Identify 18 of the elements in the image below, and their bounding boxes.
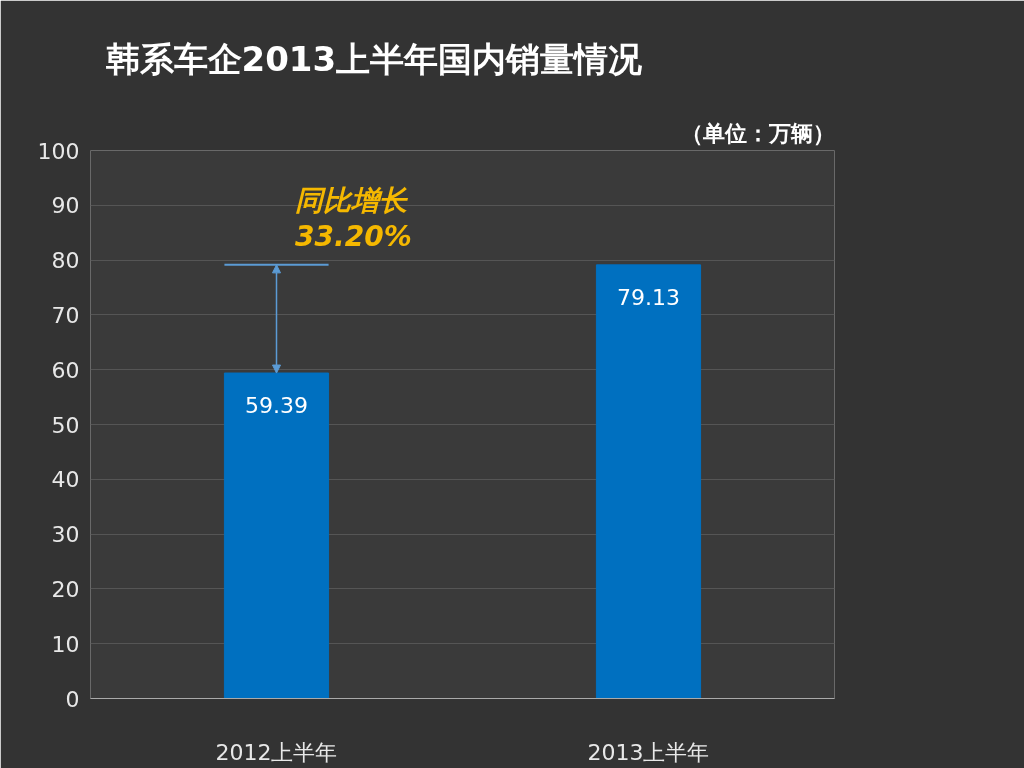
y-tick-label: 80 bbox=[51, 248, 80, 274]
y-tick-label: 40 bbox=[51, 467, 80, 493]
x-tick-label: 2013上半年 bbox=[587, 739, 710, 765]
y-tick-label: 70 bbox=[51, 302, 80, 328]
y-tick-label: 0 bbox=[65, 686, 80, 712]
y-tick-label: 60 bbox=[51, 357, 80, 383]
y-tick-label: 10 bbox=[51, 631, 80, 657]
y-tick-label: 50 bbox=[51, 412, 80, 438]
y-tick-label: 20 bbox=[51, 576, 80, 602]
text: （单位：万辆） bbox=[680, 120, 835, 146]
annotation: 同比增长 33.20% bbox=[295, 183, 412, 253]
chart-title: 韩系车企2013上半年国内销量情况 bbox=[104, 38, 644, 79]
y-tick-label: 30 bbox=[51, 522, 80, 548]
data-label: 59.39 bbox=[245, 393, 308, 419]
y-tick-label: 90 bbox=[51, 193, 80, 219]
y-tick-label: 100 bbox=[37, 138, 80, 164]
x-tick-label: 2012上半年 bbox=[215, 739, 338, 765]
data-label: 79.13 bbox=[617, 284, 680, 310]
